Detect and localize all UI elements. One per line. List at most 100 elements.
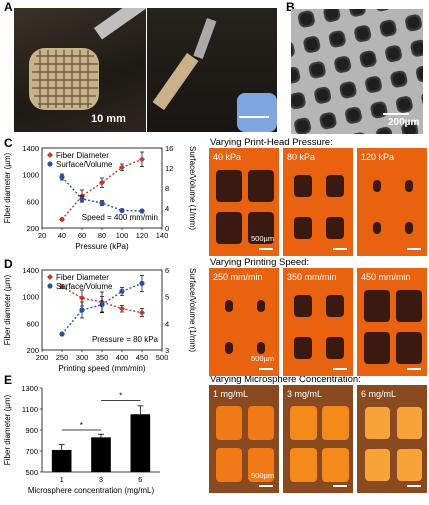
chart-c-y2-tick-label: 4	[165, 204, 169, 213]
micrograph-pore	[405, 180, 413, 192]
chart-c-point-circle	[79, 196, 85, 202]
chart-e-significance-star: *	[80, 421, 83, 430]
micrograph-pore	[321, 448, 349, 482]
scale-bar-a	[239, 116, 269, 118]
chart-d-x-axis-label: Printing speed (mm/min)	[58, 364, 145, 373]
micrograph-pore	[294, 337, 312, 359]
chart-c-x-tick-label: 80	[98, 231, 106, 240]
chart-c-point-circle	[119, 207, 125, 214]
micrograph-pore	[326, 295, 344, 317]
chart-d-series-line-1	[61, 282, 143, 335]
micrograph-scale-bar	[333, 368, 347, 370]
micrograph-label: 3 mg/mL	[287, 389, 323, 399]
micrograph-pore	[248, 170, 274, 202]
chart-c-x-tick-label: 120	[136, 231, 149, 240]
chart-d-point-diamond	[139, 309, 145, 316]
micrograph-pore	[396, 332, 422, 364]
micrograph-scale-bar	[259, 485, 273, 487]
chart-e-y-tick-label: 900	[25, 426, 38, 435]
panel-label-c: C	[4, 136, 13, 150]
sem-image	[291, 9, 423, 134]
chart-e-y-tick-label: 700	[25, 447, 38, 456]
section-title-micro: Varying Microsphere Concentration:	[210, 374, 361, 385]
micrograph-label: 120 kPa	[361, 152, 395, 162]
chart-c-point-diamond	[139, 156, 145, 163]
micrograph-pressure-2: 80 kPa	[283, 148, 353, 256]
micrograph-micro-1: 1 mg/mL 500µm	[209, 385, 279, 493]
micrograph-label: 350 mm/min	[287, 272, 337, 282]
micrograph-pore	[216, 170, 242, 202]
chart-c-y-tick-label: 1000	[22, 171, 39, 180]
micrograph-label: 6 mg/mL	[361, 389, 397, 399]
chart-c-y-axis-label: Fiber diameter (µm)	[3, 152, 12, 223]
scaffold-edge-image	[152, 17, 277, 132]
chart-e-y-tick-label: 1300	[21, 384, 38, 393]
micrograph-pore	[248, 448, 274, 482]
chart-d-point-circle	[99, 302, 105, 308]
micrograph-scale-label: 500µm	[251, 234, 275, 243]
panel-label-b: B	[286, 0, 295, 14]
micrograph-scale-bar	[333, 248, 347, 250]
chart-e-bar	[91, 437, 111, 472]
chart-d-legend-marker	[47, 274, 53, 280]
chart-c-y-tick-label: 1400	[22, 144, 39, 153]
chart-e-x-tick-label: 3	[99, 475, 103, 484]
micrograph-scale-bar	[407, 368, 421, 370]
scaffold-held-image	[29, 8, 146, 110]
chart-d-y-tick-label: 1000	[22, 293, 39, 302]
micrograph-pore	[405, 222, 413, 234]
scaffold-photo-right	[147, 8, 277, 132]
chart-d-y-axis-label: Fiber diameter (µm)	[3, 274, 12, 345]
micrograph-pore	[396, 407, 422, 439]
chart-e-y-axis-label: Fiber diameter (µm)	[3, 394, 12, 465]
micrograph-pore	[396, 290, 422, 322]
chart-c-y2-tick-label: 8	[165, 184, 169, 193]
micrograph-scale-label: 500µm	[251, 471, 275, 480]
micrograph-micro-3: 6 mg/mL	[357, 385, 427, 493]
chart-c-point-circle	[59, 174, 65, 180]
chart-e-x-tick-label: 1	[60, 475, 64, 484]
chart-c: 20 40 60 80 100 120 140 200 600 1000 1400 0 4 8 12 16 Pr…	[0, 140, 200, 258]
chart-d-x-tick-label: 300	[76, 353, 89, 362]
chart-d-y2-tick-label: 6	[165, 266, 169, 275]
chart-c-svg: 20 40 60 80 100 120 140 200 600 1000 1400 0 4 8 12 16 Pr…	[3, 144, 197, 251]
chart-c-x-tick-label: 100	[116, 231, 129, 240]
micrograph-pore	[373, 222, 381, 234]
micrograph-scale-bar	[407, 248, 421, 250]
micrograph-pore	[294, 295, 312, 317]
micrograph-pore	[257, 300, 265, 312]
micrograph-speed-1: 250 mm/min 500µm	[209, 268, 279, 376]
micrograph-scale-label: 500µm	[251, 354, 275, 363]
chart-c-x-tick-label: 140	[156, 231, 169, 240]
chart-d-y-tick-label: 1400	[22, 266, 39, 275]
micrograph-pore	[225, 342, 233, 354]
micrograph-pore	[326, 337, 344, 359]
chart-d-y2-axis-label: Surface/Volume (1/mm)	[188, 268, 197, 352]
chart-d-y2-tick-label: 4	[165, 319, 169, 328]
micrograph-pore	[248, 212, 274, 244]
chart-d-point-diamond	[79, 295, 85, 301]
sem-lattice-image	[291, 9, 423, 134]
chart-d-x-tick-label: 200	[36, 353, 49, 362]
chart-e: 500 700 900 1100 1300 1 3 6 * * Microsphere concen…	[0, 378, 200, 500]
micrograph-pore	[326, 175, 344, 197]
chart-d-point-circle	[139, 280, 145, 286]
chart-d-svg: 200 250 300 350 400 450 500 200 600 1000 1400 3 4 5 6 P…	[3, 266, 197, 373]
chart-c-y2-tick-label: 16	[165, 144, 173, 153]
panel-label-e: E	[4, 373, 13, 387]
chart-c-annotation: Speed = 400 mm/min	[82, 213, 158, 222]
chart-c-x-tick-label: 60	[78, 231, 86, 240]
micrograph-scale-bar	[259, 368, 273, 370]
micrograph-pore	[216, 406, 242, 440]
micrograph-speed-3: 450 mm/min	[357, 268, 427, 376]
chart-d-point-diamond	[59, 283, 65, 290]
chart-e-bar	[130, 414, 151, 472]
chart-c-point-diamond	[119, 164, 125, 171]
micrograph-pore	[321, 406, 349, 440]
chart-d-y2-tick-label: 5	[165, 293, 169, 302]
chart-e-x-axis-label: Microsphere concentration (mg/mL)	[28, 486, 155, 495]
panel-label-d: D	[4, 257, 13, 271]
micrograph-pore	[289, 406, 317, 440]
chart-c-series-line-0	[61, 158, 143, 220]
micrograph-scale-bar	[259, 248, 273, 250]
